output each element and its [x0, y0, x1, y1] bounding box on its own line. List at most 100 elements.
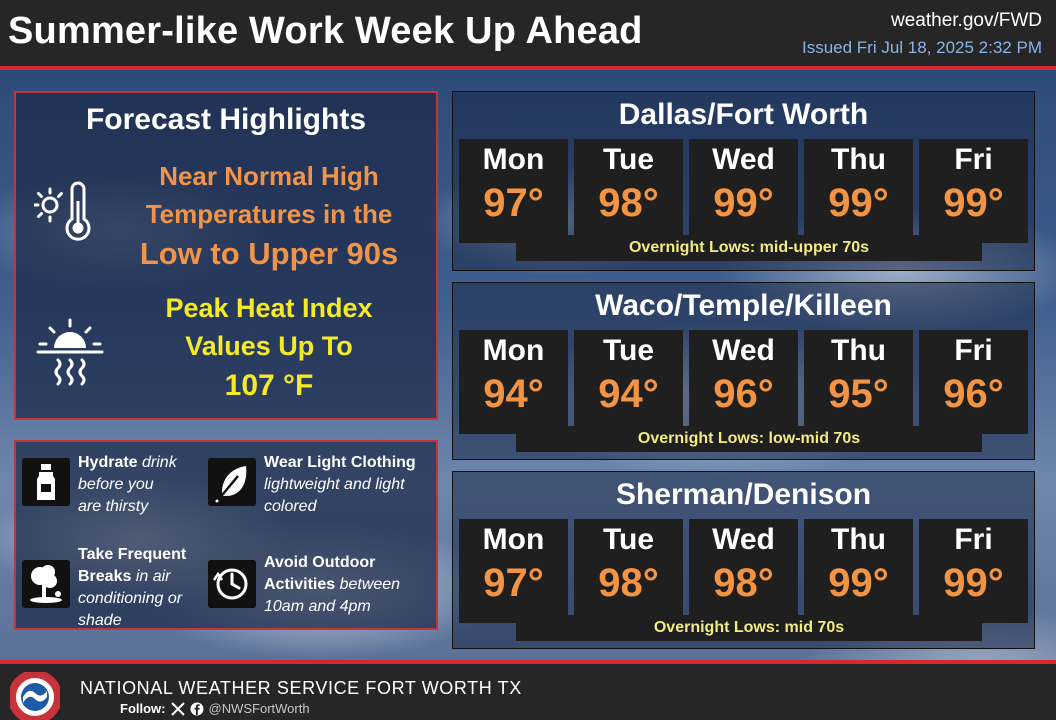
- heat-index-highlight: Peak Heat Index Values Up To 107 °F: [104, 289, 434, 407]
- tip-avoid-outdoor-title-2: Activities: [264, 576, 336, 593]
- city-panel-sherman-denison: Sherman/Denison Mon 97° Tue 98° Wed 98° Thu…: [452, 471, 1035, 649]
- tip-light-clothing-detail-1: lightweight and light: [264, 476, 405, 493]
- website-link[interactable]: weather.gov/FWD: [891, 10, 1042, 31]
- overnight-lows: Overnight Lows: mid 70s: [516, 615, 982, 641]
- temperature-line-2: Temperatures in the: [145, 199, 393, 229]
- clock-icon: [208, 560, 256, 608]
- safety-tips-panel: Hydrate drink before you are thirsty Wea…: [14, 440, 438, 630]
- day-label: Wed: [712, 523, 775, 556]
- tip-frequent-breaks-title-1: Take Frequent: [78, 546, 187, 563]
- city-name: Waco/Temple/Killeen: [595, 289, 892, 322]
- issued-timestamp: Issued Fri Jul 18, 2025 2:32 PM: [801, 38, 1042, 57]
- day-label: Thu: [831, 143, 886, 176]
- tip-light-clothing-detail-2: colored: [264, 498, 317, 515]
- high-temp: 98°: [598, 561, 659, 605]
- high-temp: 96°: [713, 372, 774, 416]
- day-card-wed: Wed 98°: [689, 519, 798, 623]
- heat-index-line-1: Peak Heat Index: [165, 293, 373, 323]
- tip-light-clothing-text: Wear Light Clothing lightweight and ligh…: [264, 452, 444, 518]
- high-temp: 97°: [483, 561, 544, 605]
- tip-hydrate-detail-2: before you: [78, 476, 154, 493]
- water-bottle-icon: [22, 458, 70, 506]
- social-handle[interactable]: @NWSFortWorth: [208, 701, 310, 716]
- day-card-wed: Wed 99°: [689, 139, 798, 243]
- highlights-heading: Forecast Highlights: [85, 103, 367, 136]
- tip-hydrate-text: Hydrate drink before you are thirsty: [78, 452, 218, 518]
- high-temp: 95°: [828, 372, 889, 416]
- high-temp: 99°: [943, 561, 1004, 605]
- high-temp: 97°: [483, 181, 544, 225]
- day-label: Thu: [831, 523, 886, 556]
- day-label: Tue: [602, 143, 655, 176]
- header-bar: Summer-like Work Week Up Ahead weather.g…: [0, 0, 1056, 70]
- tip-frequent-breaks-detail-3: shade: [78, 612, 122, 629]
- follow-label: Follow:: [120, 701, 166, 716]
- day-card-wed: Wed 96°: [689, 330, 798, 434]
- follow-row: Follow: @NWSFortWorth: [120, 701, 310, 716]
- day-label: Wed: [712, 334, 775, 367]
- heat-wave-icon: [36, 318, 104, 386]
- city-panel-waco-temple-killeen: Waco/Temple/Killeen Mon 94° Tue 94° Wed 96°…: [452, 282, 1035, 460]
- high-temp: 98°: [713, 561, 774, 605]
- city-panel-dallas-fort-worth: Dallas/Fort Worth Mon 97° Tue 98° Wed 99° T…: [452, 91, 1035, 271]
- day-card-fri: Fri 99°: [919, 519, 1028, 623]
- day-label: Tue: [602, 334, 655, 367]
- tip-frequent-breaks-detail-2: conditioning or: [78, 590, 183, 607]
- tree-shade-icon: [22, 560, 70, 608]
- day-label: Fri: [954, 523, 993, 556]
- tip-light-clothing-title: Wear Light Clothing: [264, 454, 416, 471]
- day-card-fri: Fri 96°: [919, 330, 1028, 434]
- day-card-thu: Thu 99°: [804, 139, 913, 243]
- temperature-highlight: Near Normal High Temperatures in the Low…: [104, 157, 434, 275]
- temperature-line-1: Near Normal High: [159, 161, 379, 191]
- tip-frequent-breaks-title-2: Breaks: [78, 568, 132, 585]
- forecast-highlights-panel: Forecast Highlights Near Normal High Tem…: [14, 91, 438, 420]
- day-card-thu: Thu 99°: [804, 519, 913, 623]
- tip-hydrate-detail-1: drink: [137, 454, 177, 471]
- high-temp: 99°: [713, 181, 774, 225]
- high-temp: 99°: [828, 561, 889, 605]
- day-label: Mon: [482, 334, 545, 367]
- heat-index-line-2: Values Up To: [185, 331, 353, 361]
- x-icon[interactable]: [170, 701, 185, 716]
- high-temp: 96°: [943, 372, 1004, 416]
- day-label: Fri: [954, 143, 993, 176]
- feather-icon: [208, 458, 256, 506]
- temperature-line-3: Low to Upper 90s: [139, 236, 399, 271]
- tip-frequent-breaks-detail-1: in air: [131, 568, 171, 585]
- tip-avoid-outdoor-detail-2: 10am and 4pm: [264, 598, 371, 615]
- overnight-lows: Overnight Lows: mid-upper 70s: [516, 235, 982, 261]
- high-temp: 99°: [828, 181, 889, 225]
- day-label: Tue: [602, 523, 655, 556]
- day-label: Thu: [831, 334, 886, 367]
- tip-hydrate-detail-3: are thirsty: [78, 498, 149, 515]
- footer-bar: NATIONAL WEATHER SERVICE FORT WORTH TX F…: [0, 660, 1056, 720]
- day-label: Fri: [954, 334, 993, 367]
- tip-hydrate-title: Hydrate: [78, 454, 138, 471]
- day-label: Wed: [712, 143, 775, 176]
- overnight-lows: Overnight Lows: low-mid 70s: [516, 426, 982, 452]
- heat-index-value: 107 °F: [224, 369, 314, 402]
- day-card-tue: Tue 98°: [574, 139, 683, 243]
- day-card-tue: Tue 94°: [574, 330, 683, 434]
- high-temp: 98°: [598, 181, 659, 225]
- day-card-mon: Mon 97°: [459, 139, 568, 243]
- day-label: Mon: [482, 143, 545, 176]
- tip-avoid-outdoor-title-1: Avoid Outdoor: [264, 554, 376, 571]
- facebook-icon[interactable]: [190, 702, 204, 716]
- sun-thermometer-icon: [34, 181, 91, 241]
- day-card-thu: Thu 95°: [804, 330, 913, 434]
- day-card-tue: Tue 98°: [574, 519, 683, 623]
- day-card-mon: Mon 94°: [459, 330, 568, 434]
- nws-logo: [10, 672, 60, 720]
- day-label: Mon: [482, 523, 545, 556]
- tip-avoid-outdoor-text: Avoid Outdoor Activities between 10am an…: [264, 552, 444, 618]
- tip-frequent-breaks-text: Take Frequent Breaks in air conditioning…: [78, 544, 218, 632]
- high-temp: 99°: [943, 181, 1004, 225]
- graphic-title: Summer-like Work Week Up Ahead: [8, 10, 643, 52]
- office-name: NATIONAL WEATHER SERVICE FORT WORTH TX: [80, 678, 522, 698]
- city-name: Sherman/Denison: [615, 478, 872, 511]
- tip-avoid-outdoor-detail-1: between: [335, 576, 401, 593]
- high-temp: 94°: [598, 372, 659, 416]
- high-temp: 94°: [483, 372, 544, 416]
